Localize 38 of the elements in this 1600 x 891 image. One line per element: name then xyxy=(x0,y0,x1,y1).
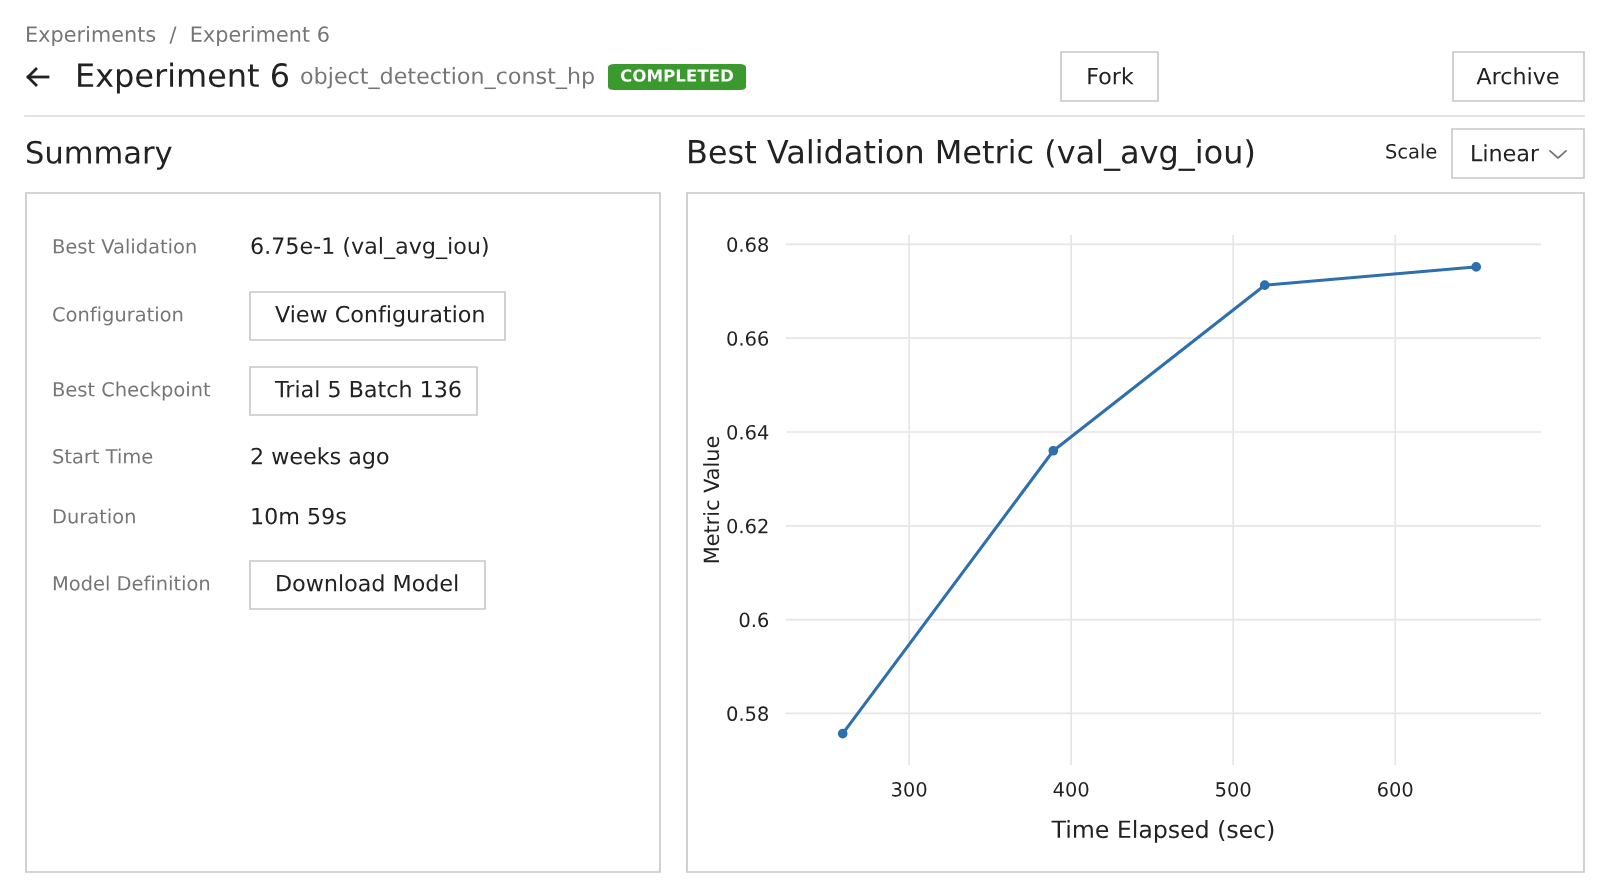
point xyxy=(1048,445,1059,456)
text: Scale xyxy=(1386,143,1437,159)
text: Experiment 6 xyxy=(78,62,289,94)
y-tick-label: 0.62 xyxy=(727,518,768,534)
text: Start Time xyxy=(53,448,153,464)
text: Summary xyxy=(27,140,172,170)
text: Archive xyxy=(1476,67,1559,85)
y-tick-label: 0.66 xyxy=(727,331,769,346)
text: Model Definition xyxy=(53,575,210,591)
point xyxy=(1471,262,1482,272)
x-tick-label: 500 xyxy=(1216,782,1251,797)
point xyxy=(1259,280,1270,291)
chart-title: Best Validation Metric (val_avg_iou) xyxy=(689,139,1254,171)
x-tick-label: 600 xyxy=(1377,782,1413,797)
text: Fork xyxy=(1088,67,1134,85)
text: COMPLETED xyxy=(620,69,734,82)
x-tick-label: 300 xyxy=(892,782,927,797)
text: Configuration xyxy=(53,306,183,326)
text: Experiments / Experiment 6 xyxy=(27,25,329,47)
text: Best Checkpoint xyxy=(53,381,211,401)
x-tick-label: 400 xyxy=(1053,782,1089,797)
point xyxy=(837,728,848,739)
y-tick-label: 0.68 xyxy=(727,237,768,253)
text: 6.75e-1 (val_avg_iou) xyxy=(251,236,488,260)
y-tick-label: 0.58 xyxy=(727,706,768,722)
y-axis-title: Metric Value xyxy=(703,436,720,563)
x-axis-title: Time Elapsed (sec) xyxy=(1051,819,1274,843)
text: Download Model xyxy=(277,574,458,592)
y-tick-label: 0.64 xyxy=(727,424,769,440)
text: 10m 59s xyxy=(252,507,346,525)
text: Linear xyxy=(1472,144,1540,162)
text: 2 weeks ago xyxy=(251,447,389,469)
y-tick-label: 0.6 xyxy=(739,612,769,628)
text: object_detection_const_hp xyxy=(301,66,594,90)
text: View Configuration xyxy=(275,305,484,327)
text: Best Validation xyxy=(53,238,196,254)
text: Trial 5 Batch 136 xyxy=(274,380,461,398)
text: Duration xyxy=(53,508,135,524)
